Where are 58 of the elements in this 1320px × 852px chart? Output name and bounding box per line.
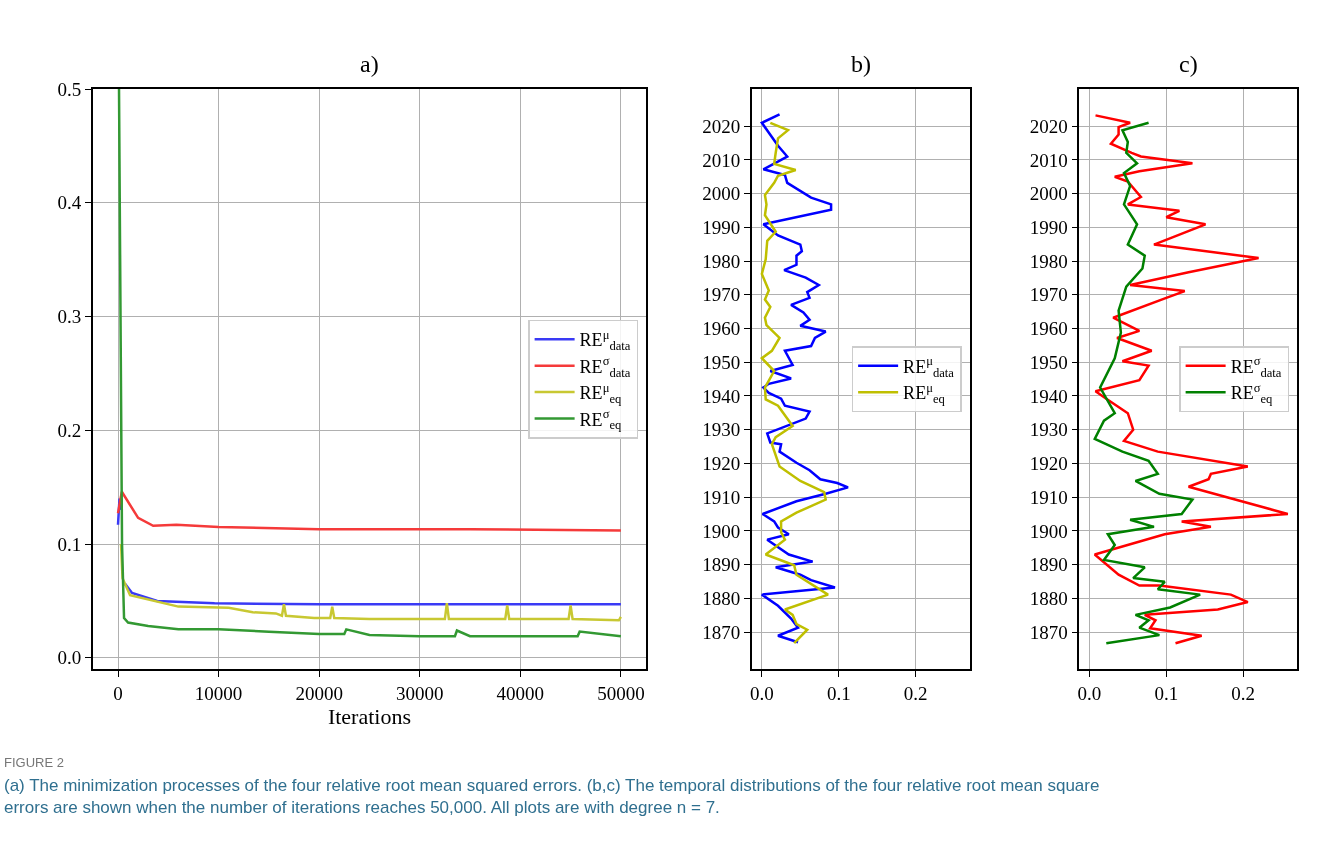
x-tick-label: 40000 (496, 682, 545, 704)
x-tick-label: 0.2 (903, 682, 928, 704)
y-tick-label: 1960 (1029, 318, 1068, 340)
y-tick-label: 2020 (1029, 115, 1068, 137)
y-tick-label: 1970 (702, 284, 741, 306)
y-tick-label: 1990 (702, 216, 741, 238)
y-tick-label: 2000 (1029, 183, 1068, 205)
y-tick-label: 1880 (702, 587, 741, 609)
x-tick-label: 0.1 (826, 682, 851, 704)
y-tick-label: 1870 (702, 621, 741, 643)
y-tick-label: 1960 (702, 318, 741, 340)
y-tick-label: 1940 (702, 385, 741, 407)
y-tick-label: 1890 (1029, 554, 1068, 576)
y-tick-label: 2020 (702, 115, 741, 137)
y-tick-label: 1990 (1029, 216, 1068, 238)
y-tick-label: 0.1 (57, 533, 82, 555)
y-tick-label: 0.4 (57, 192, 82, 214)
y-tick-label: 1940 (1029, 385, 1068, 407)
y-tick-label: 1920 (702, 453, 741, 475)
x-tick-label: 50000 (597, 682, 645, 704)
y-tick-label: 1980 (1029, 250, 1068, 272)
y-tick-label: 1930 (702, 419, 741, 441)
y-tick-label: 1900 (702, 520, 741, 542)
y-tick-label: 1970 (1029, 284, 1068, 306)
y-tick-label: 1920 (1029, 453, 1068, 475)
x-tick-label: 20000 (295, 682, 343, 704)
y-tick-label: 1900 (1029, 520, 1068, 542)
y-tick-label: 1950 (702, 351, 741, 373)
chart-title: a) (360, 51, 379, 77)
y-tick-label: 1910 (1029, 486, 1068, 508)
y-tick-label: 1870 (1029, 621, 1068, 643)
line-series (119, 542, 623, 622)
y-tick-label: 2010 (702, 149, 741, 171)
y-tick-label: 2000 (702, 183, 741, 205)
y-tick-label: 1910 (702, 486, 741, 508)
x-tick-label: 0.2 (1231, 682, 1256, 704)
x-tick-label: 0.0 (1077, 682, 1102, 704)
x-tick-label: 0.1 (1154, 682, 1179, 704)
line-series (116, 490, 623, 532)
x-axis-title: Iterations (327, 704, 411, 730)
y-tick-label: 1880 (1029, 587, 1068, 609)
y-tick-label: 0.3 (57, 306, 82, 328)
y-tick-label: 0.0 (57, 647, 82, 669)
y-tick-label: 1980 (702, 250, 741, 272)
y-tick-label: 1930 (1029, 419, 1068, 441)
y-tick-label: 2010 (1029, 149, 1068, 171)
caption: FIGURE 2 (4, 755, 64, 770)
y-tick-label: 1950 (1029, 351, 1068, 373)
y-tick-label: 0.5 (57, 78, 82, 100)
y-tick-label: 1890 (702, 554, 741, 576)
y-tick-label: 0.2 (57, 419, 82, 441)
x-tick-label: 0.0 (749, 682, 774, 704)
x-tick-label: 30000 (395, 682, 444, 704)
x-tick-label: 10000 (194, 682, 243, 704)
chart-title: c) (1179, 51, 1198, 77)
x-tick-label: 0 (113, 682, 123, 704)
chart-title: b) (851, 51, 871, 77)
text: (a) The minimization processes of the four relative root mean squared errors. (b,c) The temporal distributions of the four relative root mean square errors are shown when the number of iterations reaches 50,000. All plots are with degree n = 7. (4, 776, 1100, 818)
